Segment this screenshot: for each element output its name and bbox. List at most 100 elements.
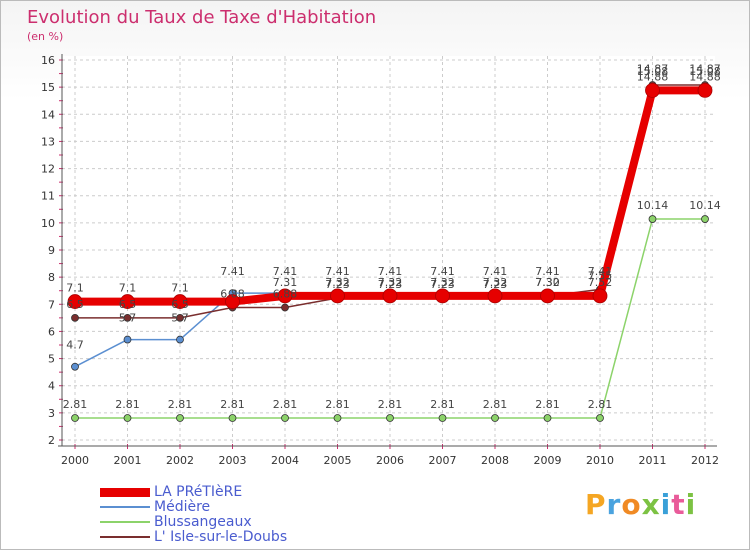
data-label: 5.7 — [171, 312, 189, 325]
y-tick-label: 15 — [41, 81, 55, 94]
logo-letter: P — [585, 488, 607, 521]
data-label: 10.14 — [637, 199, 669, 212]
data-point — [281, 303, 289, 312]
data-label: 2.81 — [273, 398, 298, 411]
data-label: 2.81 — [168, 398, 193, 411]
legend-swatch — [100, 521, 150, 523]
data-label: 14.87 — [637, 63, 669, 76]
y-tick-label: 9 — [48, 244, 55, 257]
y-tick-label: 7 — [48, 298, 55, 311]
data-label: 7.32 — [483, 276, 508, 289]
x-tick-label: 2006 — [376, 454, 404, 467]
legend-label: LA PRéTIèRE — [154, 484, 243, 500]
data-label: 7.32 — [325, 276, 350, 289]
data-point — [123, 313, 132, 322]
data-label: 2.81 — [535, 398, 560, 411]
data-label: 5.7 — [119, 312, 137, 325]
data-label: 7.30 — [535, 276, 560, 289]
y-tick-label: 3 — [48, 407, 55, 420]
logo-letter: i — [660, 488, 672, 521]
x-tick-label: 2009 — [534, 454, 562, 467]
x-tick-label: 2005 — [324, 454, 352, 467]
data-label: 7.23 — [325, 278, 350, 291]
y-tick-label: 11 — [41, 190, 55, 203]
proxiti-logo: Proxiti — [585, 488, 696, 521]
data-label: 7.41 — [430, 265, 455, 278]
data-label: 15.08 — [637, 65, 669, 78]
data-point — [697, 83, 713, 98]
data-point — [435, 288, 450, 304]
data-label: 2.81 — [115, 398, 140, 411]
data-label: 7.41 — [588, 265, 613, 278]
x-tick-label: 2007 — [429, 454, 457, 467]
data-point — [540, 288, 555, 304]
y-tick-label: 16 — [41, 54, 55, 67]
y-tick-label: 2 — [48, 434, 55, 447]
data-label: 7.32 — [430, 276, 455, 289]
data-point — [228, 414, 237, 422]
data-point — [71, 362, 79, 371]
data-label: 15.08 — [689, 65, 721, 78]
data-point — [386, 414, 394, 422]
data-label: 7.1 — [119, 282, 137, 295]
x-tick-label: 2004 — [271, 454, 299, 467]
data-label: 7.1 — [171, 282, 189, 295]
data-label: 4.7 — [66, 339, 84, 352]
data-point — [172, 294, 188, 309]
data-label: 6.5 — [66, 298, 84, 311]
data-point — [281, 414, 289, 422]
data-point — [123, 414, 132, 422]
x-tick-label: 2012 — [691, 454, 719, 467]
x-tick-label: 2001 — [114, 454, 142, 467]
data-label: 7.31 — [273, 276, 298, 289]
data-label: 7.52 — [588, 276, 613, 289]
y-tick-label: 5 — [48, 353, 55, 366]
data-point — [438, 414, 447, 422]
data-point — [648, 215, 657, 223]
data-point — [71, 414, 79, 422]
logo-letter: o — [621, 488, 642, 521]
data-point — [382, 288, 398, 304]
data-label: 7.41 — [325, 265, 350, 278]
x-tick-label: 2003 — [219, 454, 247, 467]
data-point — [176, 313, 184, 322]
legend-label: L' Isle-sur-le-Doubs — [154, 529, 288, 545]
data-label: 7.32 — [378, 276, 403, 289]
data-label: 10.14 — [689, 199, 721, 212]
data-label: 6.88 — [220, 288, 245, 301]
data-label: 14.87 — [689, 63, 721, 76]
data-label: 7.23 — [483, 278, 508, 291]
data-label: 14.88 — [689, 70, 721, 83]
data-label: 7.41 — [273, 265, 298, 278]
data-point — [120, 294, 135, 309]
legend-swatch — [100, 487, 150, 497]
data-point — [71, 313, 79, 322]
logo-letter: r — [606, 488, 622, 521]
x-tick-label: 2008 — [481, 454, 509, 467]
data-label: 7.41 — [378, 265, 403, 278]
y-tick-label: 10 — [41, 217, 55, 230]
data-label: 2.81 — [430, 398, 455, 411]
chart-subtitle: (en %) — [27, 30, 64, 43]
x-tick-label: 2010 — [586, 454, 614, 467]
data-point — [645, 83, 660, 98]
data-point — [491, 414, 499, 422]
y-tick-label: 6 — [48, 325, 55, 338]
data-label: 7.41 — [220, 265, 245, 278]
data-label: 6.5 — [171, 298, 189, 311]
legend-swatch — [100, 536, 150, 538]
data-point — [592, 288, 608, 304]
data-label: 7.41 — [535, 265, 560, 278]
data-label: 2.81 — [63, 398, 88, 411]
data-label: 6.5 — [119, 298, 137, 311]
data-label: 7.23 — [430, 278, 455, 291]
y-tick-label: 13 — [41, 135, 55, 148]
data-point — [176, 414, 184, 422]
data-point — [176, 335, 184, 344]
data-point — [277, 288, 293, 304]
data-point — [487, 288, 503, 304]
data-label: 2.81 — [588, 398, 613, 411]
data-point — [225, 294, 240, 309]
data-label: 7.23 — [378, 278, 403, 291]
x-tick-label: 2000 — [61, 454, 89, 467]
